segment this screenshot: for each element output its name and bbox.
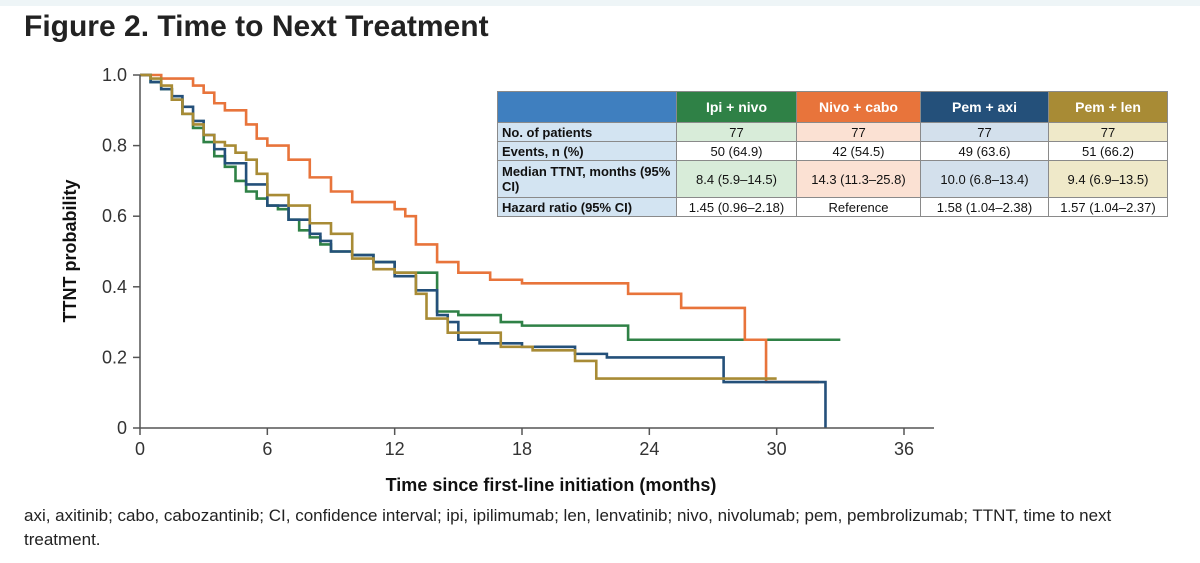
series-line-nivo-cabo [140,73,820,384]
table-row: Median TTNT, months (95% CI) 8.4 (5.9–14.… [497,160,1168,198]
y-tick-label: 0.4 [102,277,127,297]
table-header-ipi-nivo: Ipi + nivo [676,91,797,123]
table-cell: 77 [796,122,921,142]
series-line-pem-len [140,73,777,380]
x-tick-label: 24 [639,439,659,459]
table-cell: Reference [796,197,921,217]
table-cell: 10.0 (6.8–13.4) [920,160,1049,198]
table-cell: 14.3 (11.3–25.8) [796,160,921,198]
x-tick-label: 18 [512,439,532,459]
footnote: axi, axitinib; cabo, cabozantinib; CI, c… [24,506,1112,549]
top-border [0,0,1200,6]
table-row: Events, n (%) 50 (64.9) 42 (54.5) 49 (63.6)… [497,141,1168,161]
table-cell: 1.45 (0.96–2.18) [676,197,797,217]
table-row-label: Hazard ratio (95% CI) [497,197,677,217]
table-header-pem-axi: Pem + axi [920,91,1049,123]
x-tick-label: 12 [385,439,405,459]
y-axis-title: TTNT probability [60,180,80,323]
table-row: No. of patients 77 77 77 77 [497,122,1168,142]
x-ticks: 0 6 12 18 24 30 36 [135,428,914,459]
table-cell: 77 [676,122,797,142]
table-cell: 49 (63.6) [920,141,1049,161]
table-cell: 9.4 (6.9–13.5) [1048,160,1168,198]
y-tick-label: 0.6 [102,206,127,226]
table-header-nivo-cabo: Nivo + cabo [796,91,921,123]
km-chart: 0 0.2 0.4 0.6 0.8 1.0 0 6 12 18 24 30 36 Time since… [60,65,934,495]
table-row-label: Median TTNT, months (95% CI) [497,160,677,198]
summary-table: Ipi + nivo Nivo + cabo Pem + axi Pem + len … [497,91,1168,217]
table-corner-cell [497,91,677,123]
table-header-pem-len: Pem + len [1048,91,1168,123]
table-cell: 42 (54.5) [796,141,921,161]
table-row-label: Events, n (%) [497,141,677,161]
y-ticks: 0 0.2 0.4 0.6 0.8 1.0 [102,65,140,438]
figure-title: Figure 2. Time to Next Treatment [24,10,489,43]
table-cell: 1.58 (1.04–2.38) [920,197,1049,217]
series-line-pem-axi [140,73,827,428]
y-tick-label: 0 [117,418,127,438]
table-cell: 77 [1048,122,1168,142]
y-tick-label: 0.2 [102,347,127,367]
axes-layer [139,75,934,429]
table-row: Hazard ratio (95% CI) 1.45 (0.96–2.18) Ref… [497,197,1168,217]
x-tick-label: 30 [767,439,787,459]
x-tick-label: 36 [894,439,914,459]
table-cell: 50 (64.9) [676,141,797,161]
table-body: No. of patients 77 77 77 77 Events, n (%) 50 (… [497,122,1168,217]
x-tick-label: 0 [135,439,145,459]
y-tick-label: 0.8 [102,136,127,156]
x-axis-title: Time since first-line initiation (months… [386,475,717,495]
table-cell: 51 (66.2) [1048,141,1168,161]
table-cell: 1.57 (1.04–2.37) [1048,197,1168,217]
table-cell: 77 [920,122,1049,142]
table-cell: 8.4 (5.9–14.5) [676,160,797,198]
table-row-label: No. of patients [497,122,677,142]
table-header-row: Ipi + nivo Nivo + cabo Pem + axi Pem + len [497,91,1168,123]
x-tick-label: 6 [262,439,272,459]
series-layer [140,73,841,428]
y-tick-label: 1.0 [102,65,127,85]
